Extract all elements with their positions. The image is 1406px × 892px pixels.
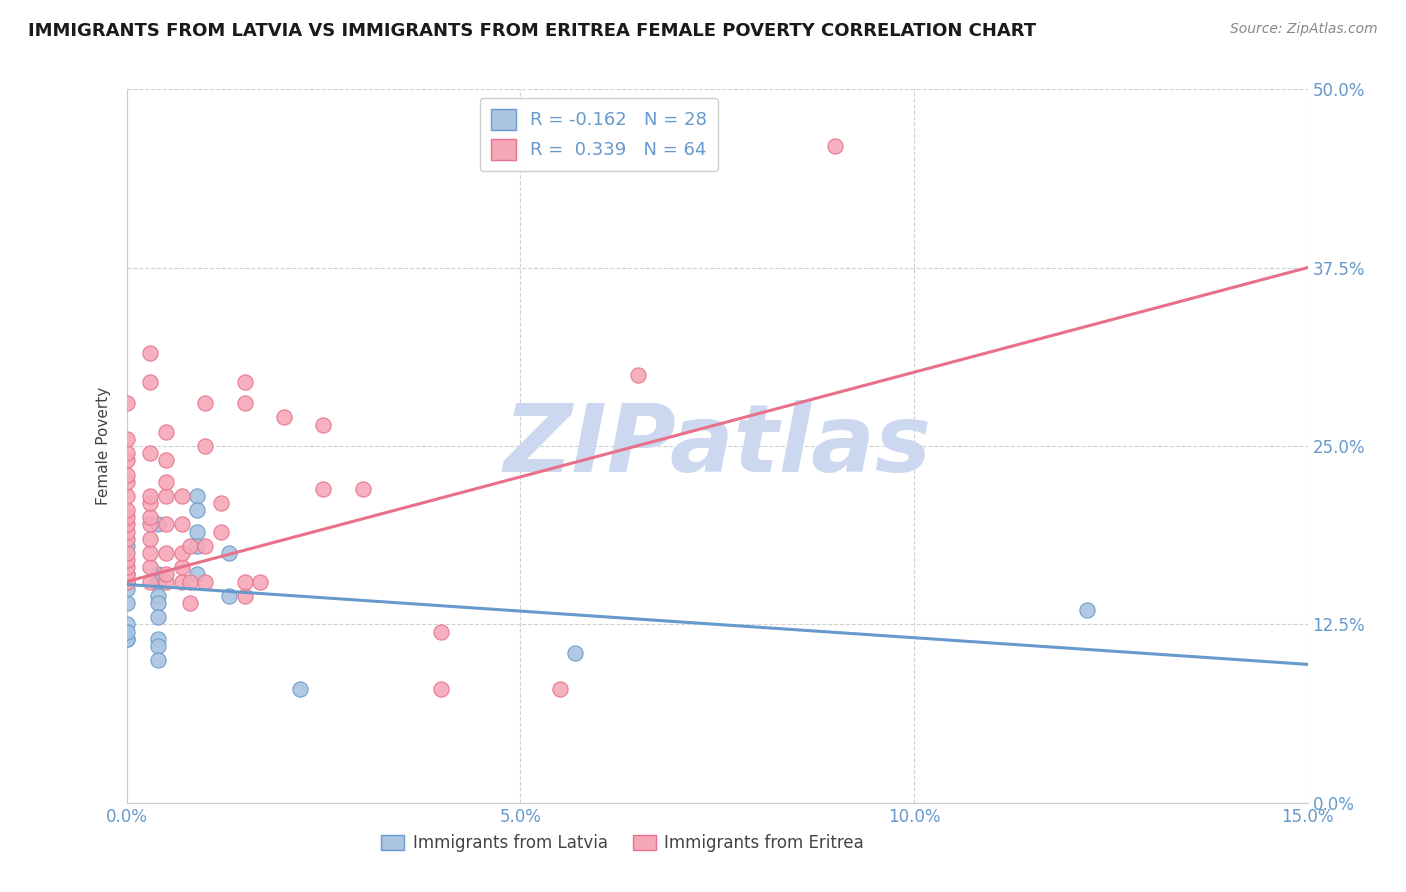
Point [155,517,177,532]
Point [352,482,374,496]
Point [218,589,240,603]
Point [209,496,232,510]
Point [115,524,138,539]
Point [170,560,193,574]
Point [115,624,138,639]
Point [115,539,138,553]
Point [430,681,453,696]
Point [233,375,256,389]
Point [170,574,193,589]
Point [209,524,232,539]
Point [312,417,335,432]
Point [115,510,138,524]
Point [115,467,138,482]
Point [155,574,177,589]
Point [115,567,138,582]
Point [155,567,177,582]
Point [139,346,162,360]
Point [233,396,256,410]
Point [233,574,256,589]
Point [194,439,217,453]
Point [312,482,335,496]
Point [115,432,138,446]
Point [186,503,208,517]
Point [115,617,138,632]
Point [115,596,138,610]
Point [233,589,256,603]
Point [186,524,208,539]
Point [115,475,138,489]
Point [179,596,201,610]
Point [146,517,169,532]
Point [115,396,138,410]
Point [115,489,138,503]
Point [115,517,138,532]
Point [139,489,162,503]
Point [548,681,571,696]
Point [139,510,162,524]
Point [115,546,138,560]
Point [186,567,208,582]
Point [146,589,169,603]
Point [146,574,169,589]
Point [170,517,193,532]
Point [139,532,162,546]
Point [170,489,193,503]
Point [155,475,177,489]
Point [146,596,169,610]
Point [155,489,177,503]
Point [627,368,650,382]
Point [186,539,208,553]
Point [146,610,169,624]
Point [115,574,138,589]
Point [115,453,138,467]
Point [155,546,177,560]
Point [115,582,138,596]
Point [155,453,177,467]
Point [146,567,169,582]
Point [249,574,271,589]
Point [115,574,138,589]
Point [179,539,201,553]
Point [139,446,162,460]
Text: Source: ZipAtlas.com: Source: ZipAtlas.com [1230,22,1378,37]
Point [139,496,162,510]
Point [115,632,138,646]
Point [170,546,193,560]
Y-axis label: Female Poverty: Female Poverty [96,387,111,505]
Point [139,560,162,574]
Point [564,646,586,660]
Point [218,546,240,560]
Point [115,560,138,574]
Point [139,375,162,389]
Point [115,532,138,546]
Point [288,681,311,696]
Point [146,653,169,667]
Point [139,546,162,560]
Point [115,632,138,646]
Point [115,553,138,567]
Point [824,139,846,153]
Text: ZIPatlas: ZIPatlas [503,400,931,492]
Point [186,489,208,503]
Text: IMMIGRANTS FROM LATVIA VS IMMIGRANTS FROM ERITREA FEMALE POVERTY CORRELATION CHA: IMMIGRANTS FROM LATVIA VS IMMIGRANTS FRO… [28,22,1036,40]
Point [194,574,217,589]
Point [179,574,201,589]
Point [115,446,138,460]
Point [194,396,217,410]
Legend: Immigrants from Latvia, Immigrants from Eritrea: Immigrants from Latvia, Immigrants from … [374,828,870,859]
Point [194,539,217,553]
Point [115,503,138,517]
Point [430,624,453,639]
Point [146,639,169,653]
Point [146,632,169,646]
Point [155,425,177,439]
Point [1076,603,1098,617]
Point [139,517,162,532]
Point [139,574,162,589]
Point [115,567,138,582]
Point [273,410,295,425]
